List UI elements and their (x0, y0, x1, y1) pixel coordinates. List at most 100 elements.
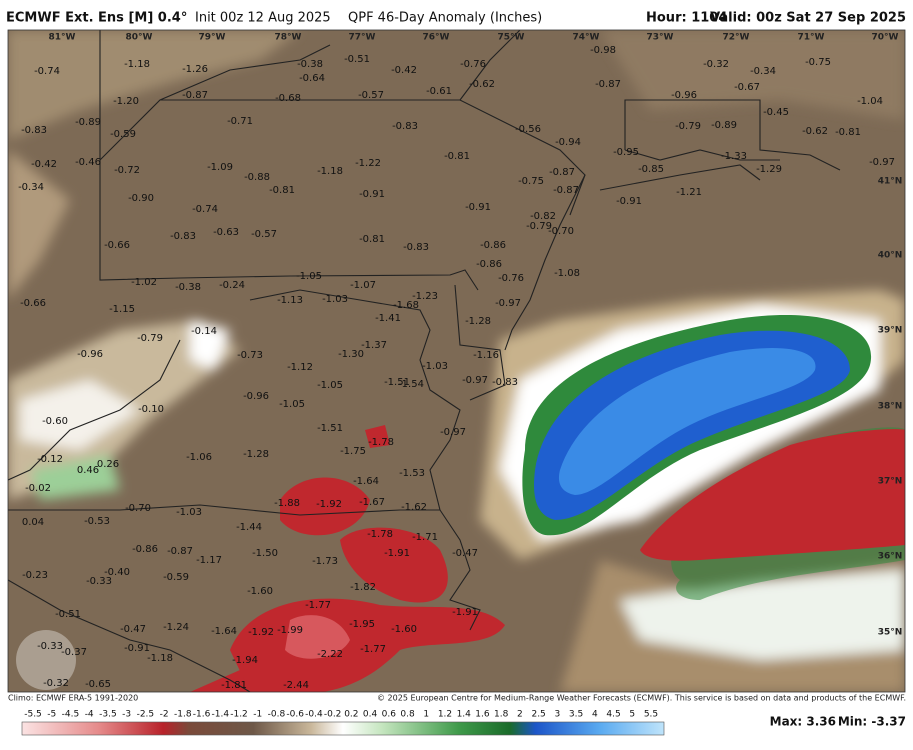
anomaly-label: -0.97 (440, 427, 466, 438)
anomaly-label: -0.74 (34, 66, 60, 77)
anomaly-label: -0.59 (163, 572, 189, 583)
anomaly-label: -0.98 (590, 45, 616, 56)
anomaly-label: -0.45 (763, 107, 789, 118)
anomaly-label: -1.92 (316, 499, 342, 510)
anomaly-label: -0.71 (227, 116, 253, 127)
anomaly-label: -0.59 (110, 129, 136, 140)
anomaly-label: -1.54 (398, 379, 424, 390)
longitude-label: 76°W (423, 33, 450, 43)
product-name: QPF 46-Day Anomaly (Inches) (348, 11, 542, 26)
anomaly-label: -1.77 (305, 600, 331, 611)
anomaly-label: -1.64 (211, 626, 237, 637)
anomaly-label: -0.32 (43, 678, 69, 689)
anomaly-label: -0.82 (530, 211, 556, 222)
anomaly-label: -1.21 (676, 187, 702, 198)
anomaly-label: -0.75 (518, 176, 544, 187)
anomaly-label: -1.60 (391, 624, 417, 635)
anomaly-label: -2.44 (283, 680, 309, 691)
anomaly-label: -0.95 (613, 147, 639, 158)
longitude-label: 73°W (647, 33, 674, 43)
anomaly-label: -1.60 (247, 586, 273, 597)
map-frame (7, 29, 906, 693)
anomaly-label: -0.66 (104, 240, 130, 251)
anomaly-label: -0.34 (18, 182, 44, 193)
anomaly-label: -1.26 (182, 64, 208, 75)
anomaly-label: -1.53 (399, 468, 425, 479)
longitude-label: 75°W (498, 33, 525, 43)
colorbar-label: 0.6 (382, 710, 397, 720)
anomaly-label: -0.62 (469, 79, 495, 90)
anomaly-label: -1.28 (243, 449, 269, 460)
anomaly-label: -0.65 (85, 679, 111, 690)
colorbar-label: -5 (47, 710, 56, 720)
anomaly-label: -0.83 (403, 242, 429, 253)
anomaly-label: -1.20 (113, 96, 139, 107)
anomaly-label: -1.67 (359, 497, 385, 508)
anomaly-label: -1.37 (361, 340, 387, 351)
anomaly-label: -1.91 (384, 548, 410, 559)
anomaly-label: -0.70 (548, 226, 574, 237)
longitude-label: 71°W (798, 33, 825, 43)
anomaly-label: -2.22 (317, 649, 343, 660)
anomaly-label: -1.91 (452, 607, 478, 618)
latitude-label: 36°N (878, 552, 903, 562)
anomaly-label: -0.02 (25, 483, 51, 494)
model-name: ECMWF Ext. Ens [M] 0.4° (6, 11, 187, 26)
anomaly-label: -1.12 (287, 362, 313, 373)
anomaly-label: -0.34 (750, 66, 776, 77)
colorbar-label: -4.5 (62, 710, 80, 720)
anomaly-label: -0.33 (37, 641, 63, 652)
longitude-label: 70°W (872, 33, 899, 43)
colorbar-label: 1.8 (494, 710, 509, 720)
anomaly-label: -1.92 (248, 627, 274, 638)
colorbar-label: 3.5 (569, 710, 583, 720)
anomaly-label: -1.94 (232, 655, 258, 666)
anomaly-label: -0.38 (175, 282, 201, 293)
anomaly-label: -0.83 (170, 231, 196, 242)
longitude-label: 72°W (723, 33, 750, 43)
anomaly-label: -0.46 (75, 157, 101, 168)
anomaly-label: -1.95 (349, 619, 375, 630)
anomaly-label: -1.18 (124, 59, 150, 70)
longitude-label: 81°W (49, 33, 76, 43)
anomaly-label: -0.76 (460, 59, 486, 70)
anomaly-label: -1.07 (350, 280, 376, 291)
anomaly-label: -1.33 (721, 151, 747, 162)
colorbar-label: 0.4 (363, 710, 378, 720)
anomaly-label: -1.08 (554, 268, 580, 279)
anomaly-label: -1.29 (756, 164, 782, 175)
colorbar-label: -5.5 (24, 710, 42, 720)
anomaly-label: -0.37 (61, 647, 87, 658)
anomaly-label: -0.10 (138, 404, 164, 415)
anomaly-label: -0.83 (21, 125, 47, 136)
anomaly-label: -0.57 (358, 90, 384, 101)
anomaly-label: -0.87 (595, 79, 621, 90)
anomaly-label: 0.46 (77, 465, 99, 476)
anomaly-label: -0.51 (344, 54, 370, 65)
anomaly-label: -1.51 (384, 377, 410, 388)
anomaly-label: -0.86 (476, 259, 502, 270)
anomaly-label: -0.97 (869, 157, 895, 168)
anomaly-label: -1.51 (317, 423, 343, 434)
anomaly-label: -0.79 (675, 121, 701, 132)
anomaly-label: -0.42 (391, 65, 417, 76)
anomaly-label: -1.88 (274, 498, 300, 509)
anomaly-label: -0.24 (219, 280, 245, 291)
anomaly-label: -1.41 (375, 313, 401, 324)
colorbar-label: -1.6 (193, 710, 211, 720)
anomaly-label: -1.05 (296, 271, 322, 282)
longitude-label: 80°W (126, 33, 153, 43)
anomaly-label: -1.22 (355, 158, 381, 169)
valid-time: Valid: 00z Sat 27 Sep 2025 (710, 11, 906, 26)
anomaly-label: -0.76 (498, 273, 524, 284)
anomaly-label: -0.32 (703, 59, 729, 70)
anomaly-label: -0.79 (137, 333, 163, 344)
colorbar-label: 5 (629, 710, 635, 720)
anomaly-label: -0.86 (480, 240, 506, 251)
anomaly-label: -0.97 (462, 375, 488, 386)
anomaly-label: -0.42 (31, 159, 57, 170)
anomaly-label: -1.82 (350, 582, 376, 593)
anomaly-label: -1.16 (473, 350, 499, 361)
forecast-hour: Hour: 1104 (646, 11, 727, 26)
anomaly-label: -0.87 (549, 167, 575, 178)
